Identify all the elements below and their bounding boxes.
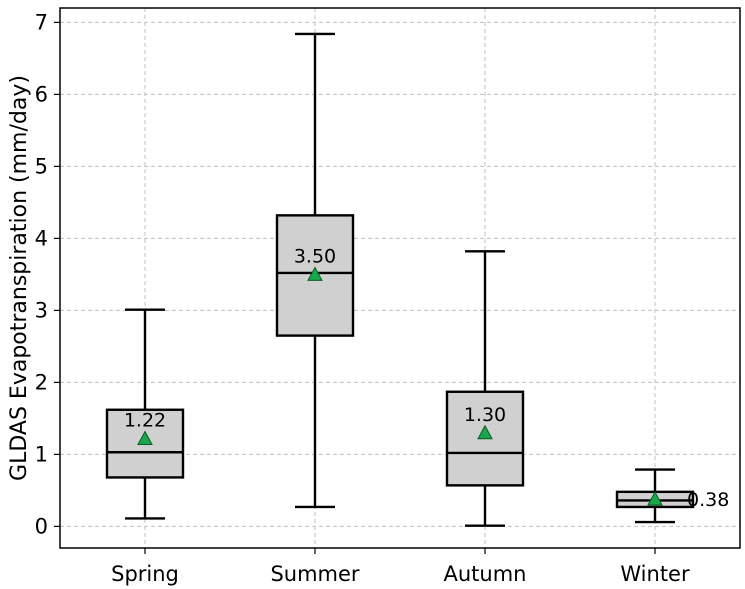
x-tick-label: Spring [111, 562, 179, 586]
mean-marker [647, 490, 663, 506]
y-tick-label: 5 [35, 154, 48, 178]
mean-label: 0.38 [687, 489, 729, 511]
y-tick-label: 4 [35, 226, 48, 250]
mean-marker [307, 266, 323, 281]
box-layer: 1.22 3.50 1.30 0.38 [105, 32, 729, 527]
plot-frame [59, 7, 741, 549]
x-tick-label: Autumn [444, 562, 527, 586]
axis-layer: 0 1 2 3 4 5 6 7 Spring Summer Autumn Winter [35, 10, 690, 586]
mean-label: 1.22 [124, 410, 166, 432]
x-tick-label: Summer [270, 562, 359, 586]
y-tick-label: 3 [35, 298, 48, 322]
y-axis-label: GLDAS Evapotranspiration (mm/day) [7, 75, 32, 481]
y-tick-label: 7 [35, 10, 48, 34]
box-group-spring: 1.22 [105, 308, 185, 520]
y-tick-label: 1 [35, 442, 48, 466]
x-tick-label: Winter [620, 562, 690, 586]
y-tick-label: 6 [35, 82, 48, 106]
box-group-autumn: 1.30 [445, 250, 525, 527]
box-group-winter: 0.38 [615, 468, 729, 524]
mean-label: 1.30 [464, 404, 506, 426]
mean-marker [137, 430, 153, 446]
box-group-summer: 3.50 [275, 32, 355, 509]
y-tick-label: 0 [35, 514, 48, 538]
y-tick-label: 2 [35, 370, 48, 394]
mean-label: 3.50 [294, 245, 336, 267]
mean-marker [477, 424, 493, 440]
